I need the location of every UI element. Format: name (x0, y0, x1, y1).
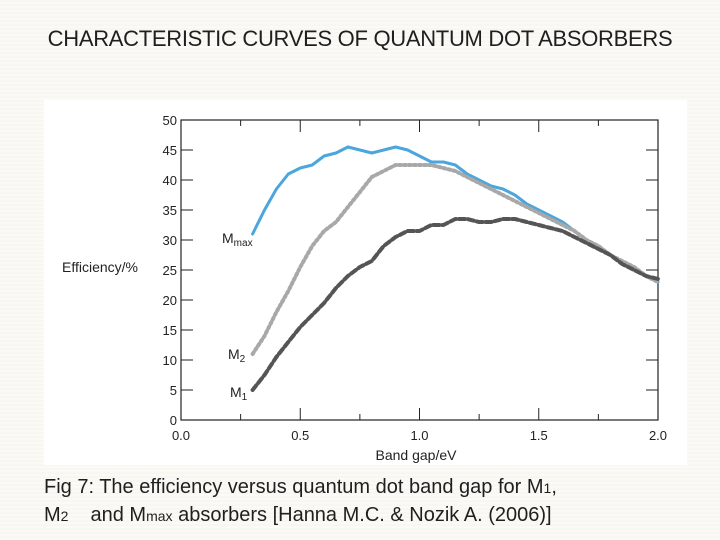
figure-caption: Fig 7: The efficiency versus quantum dot… (44, 474, 704, 530)
axis-ticks: 0 5 10 15 20 25 30 35 40 45 50 0.0 0.5 1.0 1.5 2.0 (163, 113, 668, 443)
y-tick-label: 45 (163, 143, 177, 158)
series-label-m2-sub: 2 (240, 354, 246, 365)
caption-text-1: Fig 7: The efficiency versus quantum dot… (44, 476, 544, 498)
caption-text-4: absorbers [Hanna M.C. & Nozik A. (2006)] (172, 504, 552, 526)
series-label-m1-base: M (230, 384, 242, 400)
y-tick-label: 20 (163, 293, 177, 308)
x-tick-label: 1.0 (410, 428, 428, 443)
x-axis-title: Band gap/eV (376, 447, 458, 463)
y-tick-label: 10 (163, 353, 177, 368)
chart-panel: 0 5 10 15 20 25 30 35 40 45 50 0.0 0.5 1.0 1.5 2.0 Band… (44, 100, 687, 465)
y-tick-label: 5 (170, 383, 177, 398)
x-tick-label: 1.5 (530, 428, 548, 443)
caption-sub-1: 1 (543, 480, 552, 496)
y-tick-label: 25 (163, 263, 177, 278)
y-tick-label: 0 (170, 413, 177, 428)
y-tick-label: 15 (163, 323, 177, 338)
series-lines (250, 145, 660, 392)
x-tick-label: 2.0 (649, 428, 667, 443)
series-label-mmax-sub: max (234, 238, 253, 249)
series-label-m2-base: M (228, 346, 240, 362)
series-label-mmax: Mmax (222, 230, 253, 249)
x-tick-label: 0.0 (172, 428, 190, 443)
x-tick-label: 0.5 (291, 428, 309, 443)
caption-m2: M (44, 504, 61, 526)
series-line-mmax (251, 145, 660, 284)
caption-sub-3: max (146, 508, 173, 524)
caption-text-2: , (551, 476, 557, 498)
efficiency-chart: 0 5 10 15 20 25 30 35 40 45 50 0.0 0.5 1.0 1.5 2.0 Band… (62, 113, 668, 463)
series-line-m2 (250, 163, 660, 356)
y-tick-label: 40 (163, 173, 177, 188)
y-tick-label: 50 (163, 113, 177, 128)
caption-sub-2: 2 (60, 508, 69, 524)
series-line-m1 (250, 217, 660, 392)
y-tick-label: 35 (163, 203, 177, 218)
series-label-m1-sub: 1 (242, 392, 248, 403)
caption-line-2: M2 and Mmax absorbers [Hanna M.C. & Nozik… (44, 502, 704, 530)
series-label-m2: M2 (228, 346, 246, 365)
slide-title: CHARACTERISTIC CURVES OF QUANTUM DOT ABS… (47, 26, 673, 51)
series-label-m1: M1 (230, 384, 248, 403)
caption-text-3: and M (90, 504, 147, 526)
y-tick-label: 30 (163, 233, 177, 248)
series-label-mmax-base: M (222, 230, 234, 246)
y-axis-title: Efficiency/% (62, 259, 138, 275)
caption-line-1: Fig 7: The efficiency versus quantum dot… (44, 474, 704, 502)
